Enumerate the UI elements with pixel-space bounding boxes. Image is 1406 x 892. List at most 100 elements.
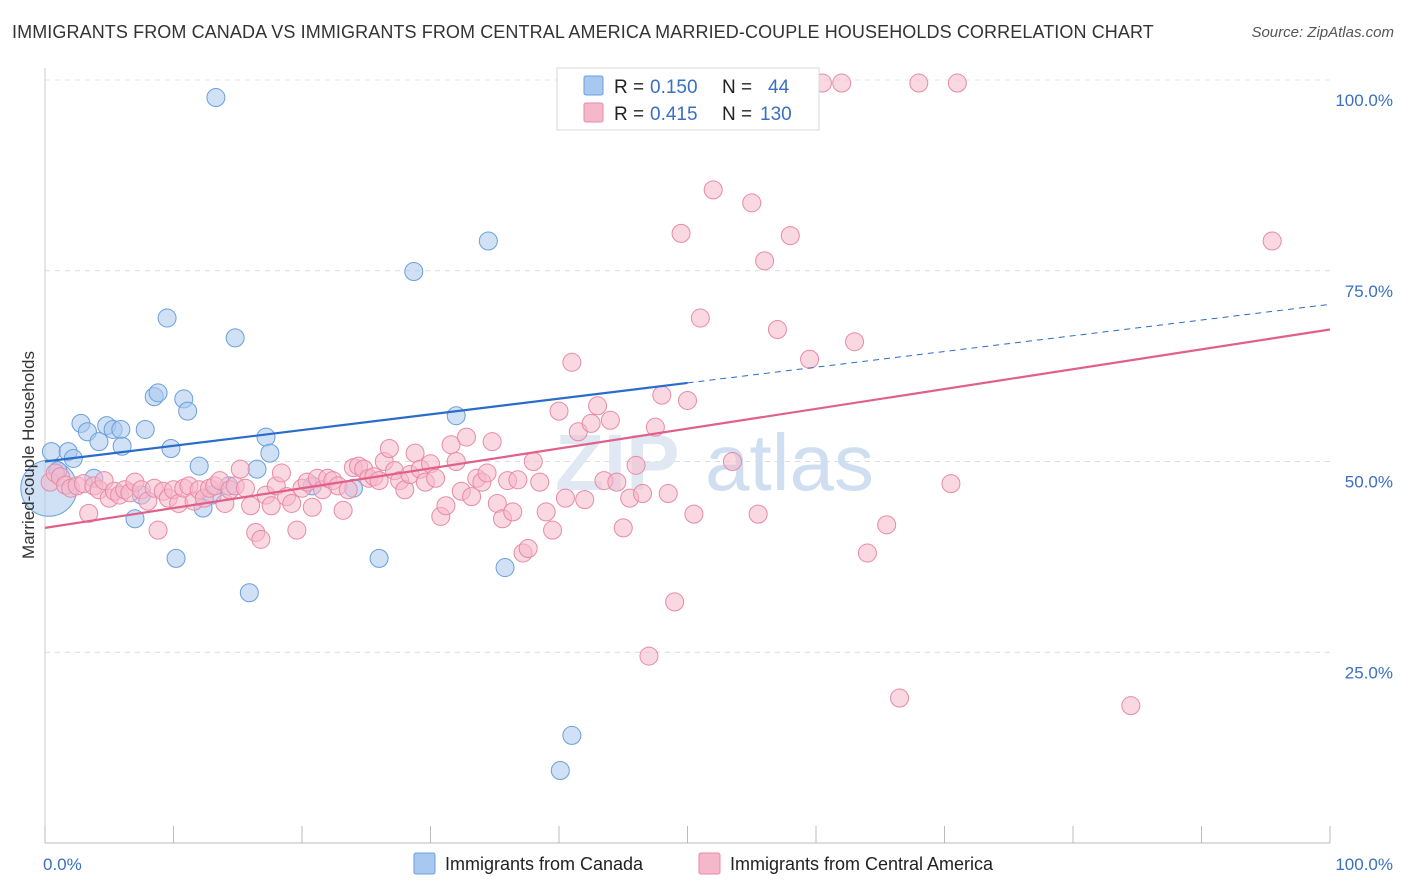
point-s0-28 [225,328,245,348]
point-s1-134 [941,474,961,494]
point-s0-26 [206,88,226,108]
legend-r-value-central-america: 0.415 [650,104,698,125]
point-s1-65 [379,439,399,459]
legend-r-label-central-america: R = [614,104,644,125]
x-tick-labels: 0.0% 100.0% [43,855,1393,874]
legend-bottom: Immigrants from Canada Immigrants from C… [413,852,994,875]
chart-source: Source: ZipAtlas.com [1251,24,1394,41]
data-points [20,73,1282,781]
point-s1-74 [426,468,446,488]
point-s1-111 [639,646,659,666]
legend-r-label-canada: R = [614,77,644,98]
point-s1-92 [518,538,538,558]
point-s0-18 [157,308,177,328]
point-s1-110 [633,484,653,504]
legend-top: R = 0.150 N = 44 R = 0.415 N = 130 [556,67,820,131]
point-s1-102 [581,413,601,433]
point-s1-105 [600,410,620,430]
point-s1-109 [626,455,646,475]
point-s1-135 [947,73,967,93]
axes [44,68,1331,844]
point-s1-114 [658,484,678,504]
legend-swatch-canada [583,75,604,96]
point-s0-41 [550,761,570,781]
point-s1-131 [877,515,897,535]
point-s1-36 [230,459,250,479]
point-s0-36 [404,262,424,282]
point-s1-138 [722,452,742,471]
trend-lines [44,303,1331,529]
point-s0-35 [369,548,389,568]
point-s1-124 [767,320,787,340]
x-tick-label-1: 100.0% [1335,855,1393,874]
point-s0-8 [89,432,109,452]
point-s1-50 [302,497,322,517]
point-s1-137 [1262,231,1282,251]
point-s1-98 [555,488,575,508]
point-s0-31 [256,427,276,447]
point-s1-37 [235,478,255,498]
point-s0-11 [111,419,131,439]
point-s0-29 [239,583,259,603]
point-s1-99 [562,352,582,372]
point-s1-139 [748,504,768,524]
point-s1-94 [530,472,550,492]
point-s1-116 [671,223,691,243]
point-s1-106 [607,472,627,492]
bottom-legend-swatch-central-america [698,852,721,875]
point-s1-120 [703,180,723,200]
y-tick-label-3: 100.0% [1335,91,1393,110]
watermark: ZIP atlas [555,418,874,507]
point-s1-107 [613,518,633,538]
point-s1-42 [261,496,281,516]
point-s1-78 [446,452,466,471]
point-s1-85 [482,432,502,452]
point-s1-84 [477,463,497,483]
point-s1-76 [436,496,456,516]
legend-n-label-central-america: N = [722,104,752,125]
y-tick-labels: 25.0% 50.0% 75.0% 100.0% [1335,91,1393,682]
chart-title: IMMIGRANTS FROM CANADA VS IMMIGRANTS FRO… [12,22,1154,42]
legend-n-value-central-america: 130 [760,104,792,125]
point-s1-129 [845,332,865,352]
point-s1-97 [549,401,569,421]
point-s0-40 [562,725,582,745]
y-tick-label-1: 50.0% [1345,473,1393,492]
point-s1-47 [287,520,307,540]
point-s1-103 [588,396,608,416]
point-s1-133 [909,73,929,93]
point-s1-89 [503,502,523,522]
legend-r-value-canada: 0.150 [650,77,698,98]
point-s1-112 [645,417,665,437]
point-s1-118 [684,504,704,524]
point-s1-136 [1121,696,1141,716]
point-s1-125 [780,226,800,246]
point-s0-1 [41,442,61,462]
point-s1-7 [79,503,99,523]
point-s1-132 [890,688,910,708]
bottom-legend-label-central-america: Immigrants from Central America [730,854,994,874]
point-s1-101 [575,490,595,510]
point-s1-90 [508,470,528,490]
point-s1-128 [832,73,852,93]
point-s1-80 [456,427,476,447]
point-s1-113 [652,385,672,405]
point-s0-19 [161,439,181,459]
point-s1-70 [405,443,425,463]
y-axis-title: Married-couple Households [19,351,38,559]
point-s1-81 [462,487,482,507]
trend-line-1 [44,328,1331,529]
point-s1-130 [857,543,877,563]
point-s1-40 [251,529,271,549]
point-s1-117 [678,390,697,410]
point-s0-38 [478,231,498,251]
bottom-legend-label-canada: Immigrants from Canada [445,854,644,874]
y-tick-label-0: 25.0% [1345,663,1393,682]
point-s1-126 [800,349,820,369]
point-s0-22 [178,401,198,421]
point-s1-46 [282,493,302,513]
x-tick-label-0: 0.0% [43,855,82,874]
point-s0-15 [135,419,155,439]
point-s0-39 [495,558,515,578]
